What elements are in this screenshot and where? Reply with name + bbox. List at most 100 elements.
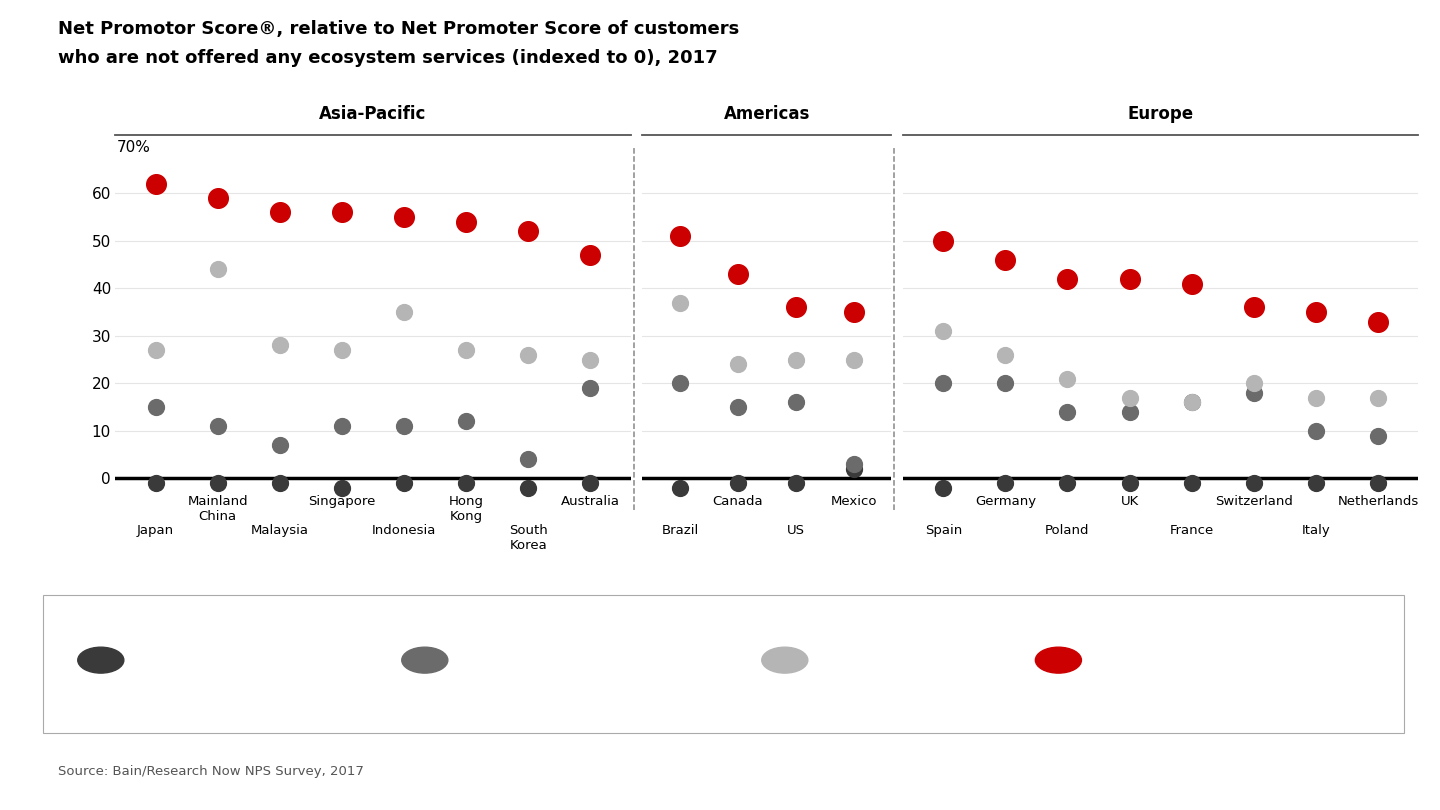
Point <box>1181 277 1204 290</box>
Text: Indonesia: Indonesia <box>372 523 436 536</box>
Point <box>517 481 540 494</box>
Point <box>1305 305 1328 318</box>
Point <box>1181 396 1204 409</box>
Point <box>994 254 1017 266</box>
Text: Poland: Poland <box>1045 523 1090 536</box>
Point <box>932 481 955 494</box>
Text: Japan: Japan <box>137 523 174 536</box>
Text: Canada: Canada <box>713 495 763 508</box>
Text: France: France <box>1169 523 1214 536</box>
Point <box>579 477 602 490</box>
Point <box>1367 391 1390 404</box>
Point <box>1181 396 1204 409</box>
Text: Hong
Kong: Hong Kong <box>449 495 484 523</box>
Point <box>1056 406 1079 419</box>
Point <box>668 296 691 309</box>
Text: Australia: Australia <box>560 495 619 508</box>
Point <box>330 343 353 356</box>
Point <box>268 206 291 219</box>
Point <box>393 211 416 224</box>
Point <box>206 192 229 205</box>
Point <box>330 481 353 494</box>
Point <box>268 439 291 452</box>
Text: Customers who use
and like services: Customers who use and like services <box>1099 628 1236 661</box>
Text: Americas: Americas <box>724 104 809 122</box>
Point <box>268 477 291 490</box>
Point <box>726 267 749 280</box>
Point <box>1305 391 1328 404</box>
Text: Germany: Germany <box>975 495 1035 508</box>
Point <box>842 463 865 475</box>
Point <box>785 301 808 313</box>
Text: Europe: Europe <box>1128 104 1194 122</box>
Point <box>144 343 167 356</box>
Text: Mexico: Mexico <box>831 495 877 508</box>
Point <box>330 420 353 433</box>
Point <box>579 353 602 366</box>
Text: US: US <box>786 523 805 536</box>
Point <box>1056 477 1079 490</box>
Point <box>579 382 602 394</box>
Point <box>1117 477 1140 490</box>
Point <box>1117 391 1140 404</box>
Point <box>1243 301 1266 313</box>
Point <box>206 420 229 433</box>
Point <box>1305 424 1328 437</box>
Point <box>842 305 865 318</box>
Point <box>1305 477 1328 490</box>
Point <box>994 377 1017 390</box>
Text: Mainland
China: Mainland China <box>187 495 248 523</box>
Point <box>1181 477 1204 490</box>
Point <box>994 348 1017 361</box>
Point <box>668 481 691 494</box>
Point <box>144 177 167 190</box>
Text: Net Promotor Score®, relative to Net Promoter Score of customers: Net Promotor Score®, relative to Net Pro… <box>58 20 739 38</box>
Point <box>932 325 955 338</box>
Text: Customers who are offered
but do not use services: Customers who are offered but do not use… <box>465 628 654 661</box>
Text: Malaysia: Malaysia <box>251 523 308 536</box>
Point <box>144 477 167 490</box>
Point <box>994 477 1017 490</box>
Text: who are not offered any ecosystem services (indexed to 0), 2017: who are not offered any ecosystem servic… <box>58 49 717 66</box>
Point <box>455 215 478 228</box>
Point <box>932 234 955 247</box>
Text: Italy: Italy <box>1302 523 1331 536</box>
Text: Singapore: Singapore <box>308 495 376 508</box>
Point <box>206 477 229 490</box>
Point <box>668 377 691 390</box>
Point <box>726 401 749 414</box>
Point <box>842 458 865 471</box>
Text: Spain: Spain <box>924 523 962 536</box>
Text: Switzerland: Switzerland <box>1215 495 1293 508</box>
Text: Customers who are not
offered ecosystem services: Customers who are not offered ecosystem … <box>141 628 331 661</box>
Point <box>1243 386 1266 399</box>
Point <box>785 353 808 366</box>
Point <box>517 225 540 238</box>
Point <box>393 420 416 433</box>
Point <box>1243 377 1266 390</box>
Point <box>932 377 955 390</box>
Point <box>726 477 749 490</box>
Text: 70%: 70% <box>117 140 151 156</box>
Point <box>785 396 808 409</box>
Point <box>144 401 167 414</box>
Point <box>517 453 540 466</box>
Point <box>1117 406 1140 419</box>
Point <box>668 229 691 242</box>
Point <box>268 339 291 352</box>
Text: Asia-Pacific: Asia-Pacific <box>320 104 426 122</box>
Point <box>1117 272 1140 285</box>
Text: South
Korea: South Korea <box>508 523 547 552</box>
Point <box>393 477 416 490</box>
Text: Netherlands: Netherlands <box>1338 495 1418 508</box>
Point <box>1243 477 1266 490</box>
Point <box>455 415 478 428</box>
Point <box>1367 315 1390 328</box>
Text: Customers who
use services: Customers who use services <box>825 628 933 661</box>
Point <box>330 206 353 219</box>
Point <box>517 348 540 361</box>
Text: Source: Bain/Research Now NPS Survey, 2017: Source: Bain/Research Now NPS Survey, 20… <box>58 765 363 778</box>
Point <box>785 477 808 490</box>
Point <box>1367 477 1390 490</box>
Point <box>579 249 602 262</box>
